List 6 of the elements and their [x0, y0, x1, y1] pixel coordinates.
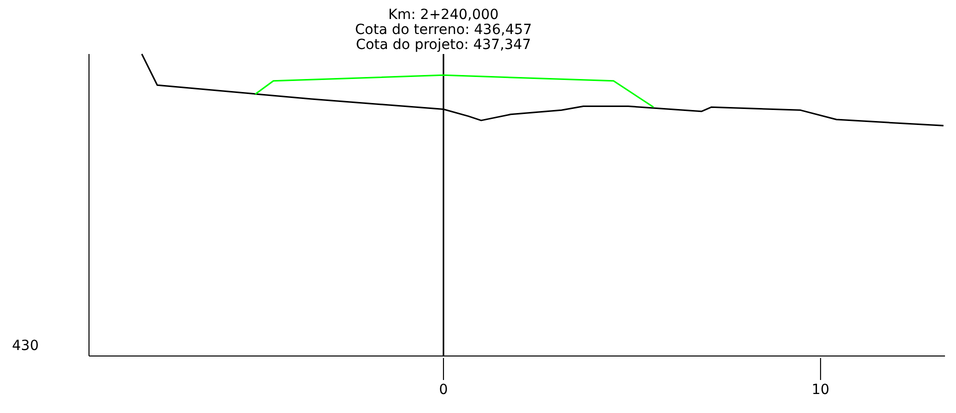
x-tick-label: 10: [812, 382, 830, 398]
chart-title: Km: 2+240,000: [387, 7, 500, 23]
text: Cota do projeto: 437,347: [354, 37, 532, 53]
text: Cota do terreno: 436,457: [354, 22, 533, 38]
x-tick-label: 0: [439, 382, 448, 398]
text: 430: [12, 338, 39, 354]
